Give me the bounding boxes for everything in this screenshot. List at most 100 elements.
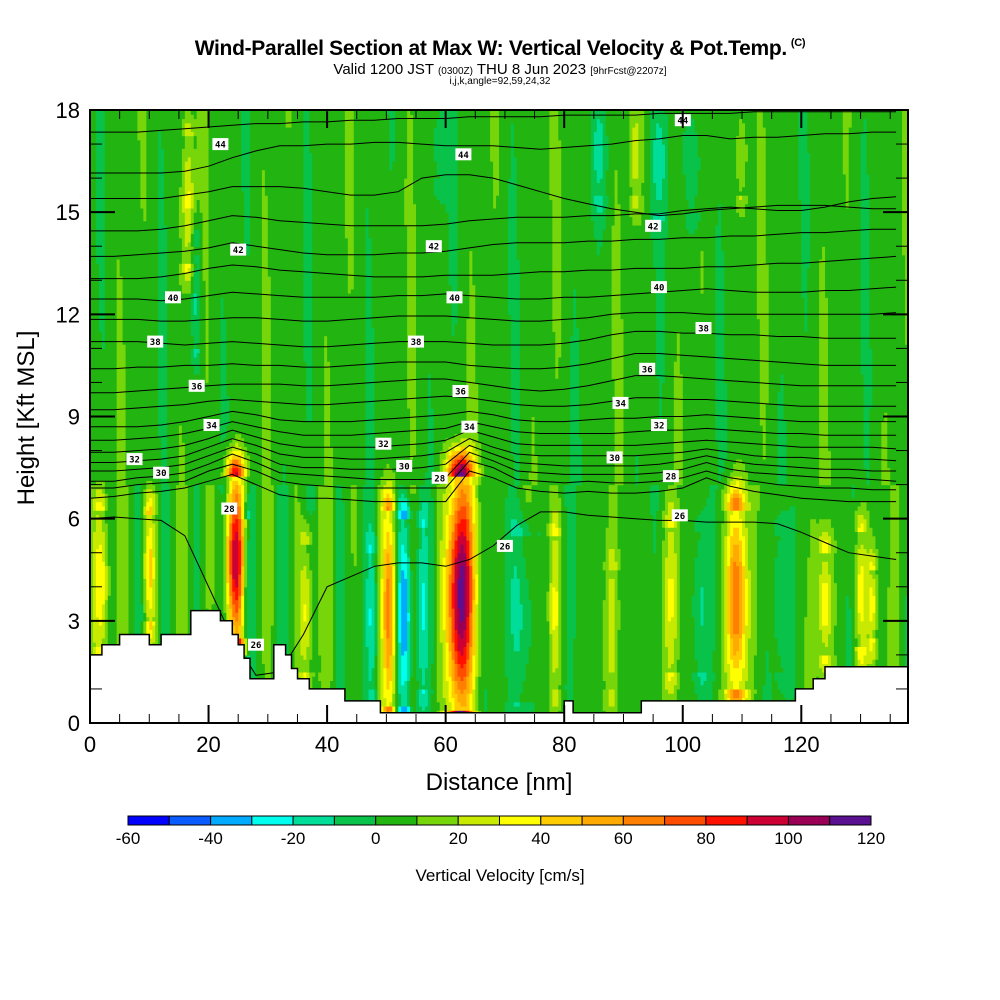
- w-cell: [149, 586, 153, 609]
- w-cell: [368, 110, 373, 239]
- w-cell: [140, 620, 144, 639]
- w-cell: [466, 110, 470, 320]
- w-cell: [667, 680, 672, 694]
- w-cell: [822, 642, 826, 656]
- w-cell: [235, 459, 239, 464]
- w-cell: [706, 110, 711, 498]
- w-cell: [819, 518, 823, 537]
- w-cell: [457, 701, 462, 711]
- w-cell: [241, 467, 245, 477]
- w-cell: [413, 110, 417, 205]
- w-cell: [442, 203, 447, 443]
- w-cell: [830, 110, 835, 528]
- w-cell: [685, 114, 690, 200]
- x-tick-label: 20: [196, 732, 220, 757]
- isentrope-32: [90, 429, 897, 453]
- w-cell: [854, 110, 859, 511]
- w-cell: [392, 501, 396, 511]
- w-cell: [742, 195, 746, 218]
- w-cell: [493, 207, 497, 723]
- w-cell: [155, 493, 159, 516]
- w-cell: [95, 510, 100, 516]
- w-cell: [644, 110, 648, 723]
- w-cell: [730, 510, 734, 516]
- w-cell: [472, 688, 476, 711]
- w-cell: [742, 667, 746, 690]
- w-cell: [457, 497, 462, 511]
- w-cell: [736, 650, 740, 669]
- w-cell: [457, 476, 462, 486]
- w-cell: [599, 195, 604, 213]
- w-cell: [825, 539, 829, 554]
- w-cell: [854, 544, 859, 639]
- w-cell: [300, 569, 304, 656]
- w-cell: [694, 212, 699, 230]
- w-cell: [475, 476, 479, 486]
- w-cell: [297, 671, 302, 677]
- w-cell: [742, 565, 746, 635]
- w-cell: [608, 578, 613, 673]
- w-cell: [300, 514, 304, 533]
- w-cell: [374, 654, 379, 690]
- w-cell: [223, 437, 227, 456]
- w-cell: [350, 288, 355, 486]
- w-cell: [101, 510, 106, 533]
- w-cell: [860, 522, 865, 533]
- w-cell: [662, 144, 666, 179]
- w-cell: [825, 654, 829, 664]
- contour-label-bg: [639, 362, 656, 375]
- w-cell: [546, 620, 550, 723]
- w-cell: [632, 207, 636, 226]
- w-cell: [389, 522, 393, 545]
- w-cell: [739, 195, 743, 200]
- potential-temperature-contours: [90, 111, 897, 676]
- w-cell: [774, 518, 779, 537]
- w-cell: [421, 527, 426, 584]
- w-cell: [558, 688, 562, 711]
- w-cell: [436, 484, 441, 703]
- w-cell: [466, 539, 470, 567]
- w-cell: [519, 693, 524, 703]
- w-cell: [389, 701, 393, 707]
- w-cell: [552, 331, 556, 486]
- w-cell: [238, 476, 242, 486]
- w-cell: [448, 484, 453, 494]
- w-cell: [101, 505, 106, 511]
- y-axis-title: Height [Kft MSL]: [13, 331, 40, 506]
- w-cell: [700, 510, 705, 588]
- w-cell: [247, 454, 251, 477]
- w-cell: [670, 527, 675, 533]
- w-cell: [463, 676, 467, 690]
- contour-label-text: 42: [233, 246, 244, 256]
- w-cell: [691, 671, 696, 682]
- w-cell: [205, 382, 210, 486]
- w-cell: [416, 110, 420, 511]
- w-cell: [881, 484, 885, 723]
- w-cell: [365, 646, 370, 723]
- w-cell: [368, 552, 373, 609]
- w-cell: [664, 527, 669, 558]
- w-cell: [460, 476, 465, 481]
- w-cell: [389, 497, 393, 503]
- w-cell: [235, 531, 239, 588]
- w-cell: [454, 454, 459, 460]
- w-cell: [614, 561, 619, 571]
- contour-label: 30: [396, 459, 413, 472]
- w-cell: [516, 484, 521, 498]
- w-cell: [380, 488, 385, 507]
- w-cell: [656, 484, 660, 511]
- w-cell: [460, 110, 465, 430]
- w-cell: [238, 518, 242, 541]
- w-cell: [324, 110, 328, 337]
- w-cell: [267, 276, 272, 723]
- w-cell: [389, 480, 393, 490]
- w-cell: [196, 246, 201, 256]
- w-cell: [421, 110, 426, 486]
- isentrope-43.5: [90, 174, 897, 217]
- w-cell: [330, 446, 334, 682]
- w-cell: [842, 173, 847, 723]
- w-cell: [223, 318, 227, 439]
- w-cell: [667, 620, 672, 669]
- w-cell: [576, 484, 580, 723]
- w-cell: [389, 544, 393, 567]
